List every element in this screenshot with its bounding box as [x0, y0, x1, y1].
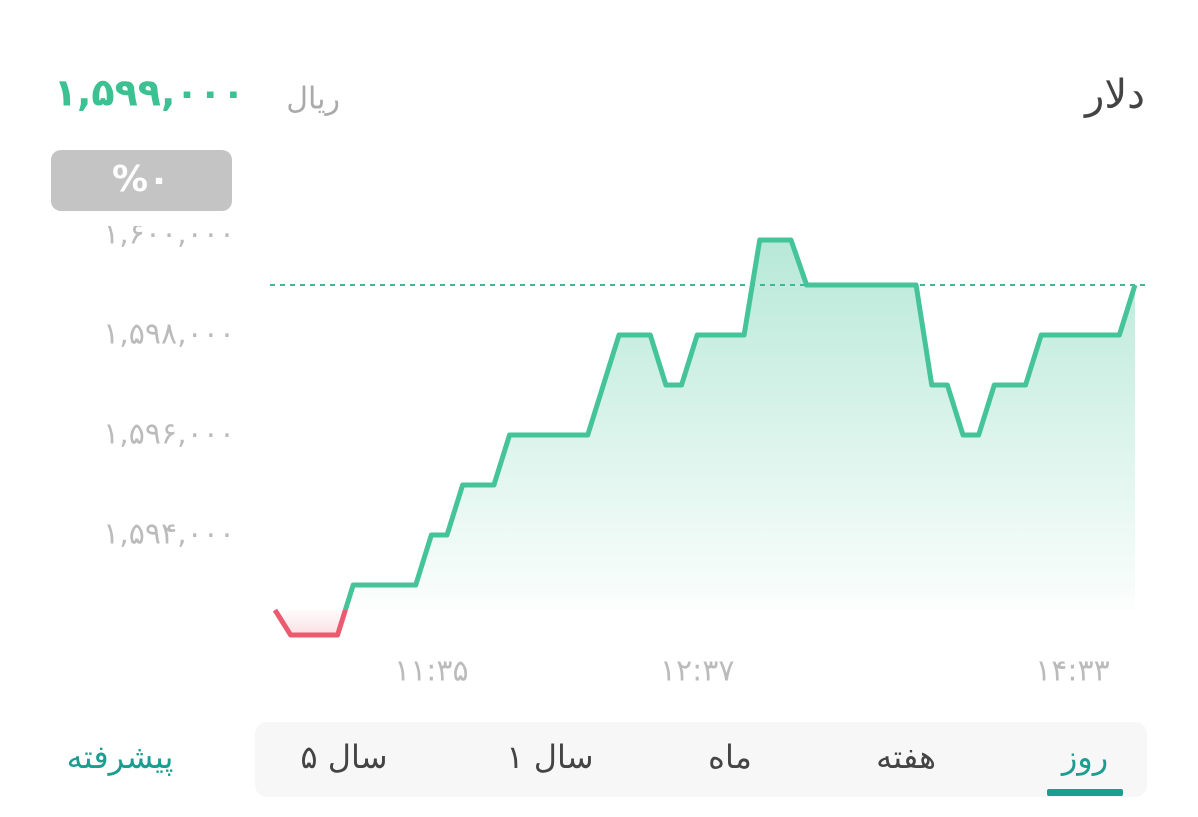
tabs: روز هفته ماه ۱ سال ۵ سال [300, 738, 1123, 796]
price-line [272, 237, 1138, 638]
area-up [275, 240, 1135, 610]
y-tick-label: ۱,۶۰۰,۰۰۰ [103, 217, 235, 252]
change: %۰ [112, 159, 170, 200]
tab-underline [1047, 789, 1123, 796]
change-badge [51, 150, 232, 211]
tab[interactable]: هفته [876, 738, 936, 776]
x-tick-label: ۱۴:۳۳ [1035, 654, 1110, 689]
tab-bar [255, 722, 1147, 797]
tab[interactable]: ۱ سال [506, 738, 593, 776]
x-tick-label: ۱۱:۳۵ [394, 654, 469, 689]
tab[interactable]: ماه [708, 738, 752, 776]
unit: ریال [286, 82, 340, 117]
y-tick-label: ۱,۵۹۸,۰۰۰ [103, 317, 235, 352]
asset-title: دلار [1083, 72, 1145, 118]
x-tick-label: ۱۲:۳۷ [660, 654, 735, 689]
y-axis: ۱,۵۹۴,۰۰۰ ۱,۵۹۶,۰۰۰ ۱,۵۹۸,۰۰۰ ۱,۶۰۰,۰۰۰ [103, 217, 235, 552]
y-tick-label: ۱,۵۹۶,۰۰۰ [103, 417, 235, 452]
tab[interactable]: روز [1060, 738, 1108, 776]
advanced-link[interactable]: پیشرفته [67, 738, 174, 776]
y-tick-label: ۱,۵۹۴,۰۰۰ [103, 517, 235, 552]
price: ۱,۵۹۹,۰۰۰ [54, 71, 245, 115]
chart: ۱,۵۹۴,۰۰۰ ۱,۵۹۶,۰۰۰ ۱,۵۹۸,۰۰۰ ۱,۶۰۰,۰۰۰ ۱۱:۳… [103, 217, 1148, 689]
tab[interactable]: ۵ سال [300, 738, 387, 776]
